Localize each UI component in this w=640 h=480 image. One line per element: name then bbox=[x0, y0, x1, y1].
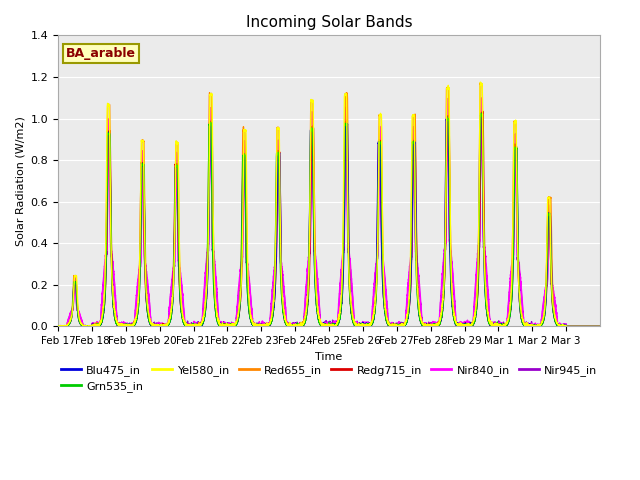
Y-axis label: Solar Radiation (W/m2): Solar Radiation (W/m2) bbox=[15, 116, 25, 246]
X-axis label: Time: Time bbox=[316, 352, 342, 362]
Title: Incoming Solar Bands: Incoming Solar Bands bbox=[246, 15, 412, 30]
Text: BA_arable: BA_arable bbox=[66, 47, 136, 60]
Legend: Blu475_in, Grn535_in, Yel580_in, Red655_in, Redg715_in, Nir840_in, Nir945_in: Blu475_in, Grn535_in, Yel580_in, Red655_… bbox=[56, 360, 602, 396]
